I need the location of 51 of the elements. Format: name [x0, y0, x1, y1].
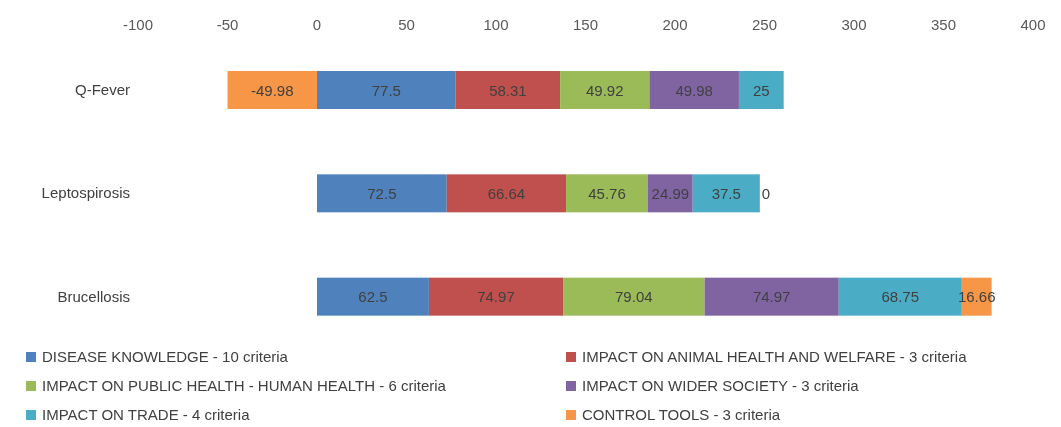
- data-label: 49.92: [586, 81, 624, 99]
- data-label: 37.5: [711, 184, 741, 202]
- legend-label: IMPACT ON PUBLIC HEALTH - HUMAN HEALTH - 6 criteria: [42, 377, 446, 394]
- data-label: 66.64: [487, 184, 526, 202]
- x-tick-label: 400: [1020, 16, 1046, 33]
- legend-label: CONTROL TOOLS - 3 criteria: [582, 406, 781, 423]
- data-label: 68.75: [881, 288, 920, 306]
- data-label: 79.04: [615, 288, 653, 306]
- legend-label: IMPACT ON WIDER SOCIETY - 3 criteria: [582, 377, 859, 394]
- bar: [738, 71, 784, 109]
- bar: [317, 174, 447, 213]
- data-label: 25: [752, 81, 770, 99]
- x-tick-label: 100: [483, 16, 509, 33]
- x-tick-label: 200: [662, 16, 688, 33]
- bar: [455, 71, 561, 109]
- data-label: 72.5: [367, 184, 397, 202]
- x-tick-label: 150: [572, 16, 599, 33]
- y-tick-label: Brucellosis: [57, 287, 130, 305]
- data-label: 58.31: [489, 81, 527, 99]
- data-label: 77.5: [371, 81, 401, 99]
- bar: [563, 277, 705, 316]
- y-tick-label: Q-Fever: [74, 80, 130, 98]
- bar: [446, 174, 567, 213]
- bar: [704, 277, 839, 316]
- x-tick-label: 250: [751, 16, 778, 33]
- bar: [692, 174, 760, 213]
- x-tick-label: 350: [930, 16, 957, 33]
- legend-label: IMPACT ON ANIMAL HEALTH AND WELFARE - 3 criteria: [582, 348, 967, 365]
- legend-label: IMPACT ON TRADE - 4 criteria: [42, 406, 250, 423]
- bar: [317, 71, 456, 109]
- bar: [428, 277, 564, 316]
- legend-label: DISEASE KNOWLEDGE - 10 criteria: [42, 348, 288, 365]
- bar: [566, 174, 648, 213]
- bar: [649, 71, 739, 109]
- x-tick-label: -50: [216, 16, 239, 33]
- data-label: 74.97: [752, 288, 791, 306]
- data-label: 0: [761, 184, 770, 202]
- data-label: -49.98: [250, 81, 294, 99]
- data-label: 49.98: [675, 81, 713, 99]
- x-tick-label: 50: [398, 16, 415, 33]
- data-label: 45.76: [588, 184, 626, 202]
- data-label: 62.5: [358, 288, 388, 306]
- data-label: 74.97: [477, 288, 515, 306]
- bar: [227, 71, 317, 109]
- data-label: 24.99: [651, 184, 690, 202]
- x-tick-label: 0: [312, 16, 322, 33]
- x-tick-label: 300: [841, 16, 867, 33]
- x-tick-label: -100: [122, 16, 154, 33]
- bar: [560, 71, 650, 109]
- bar: [317, 277, 429, 316]
- y-tick-label: Leptospirosis: [41, 184, 130, 202]
